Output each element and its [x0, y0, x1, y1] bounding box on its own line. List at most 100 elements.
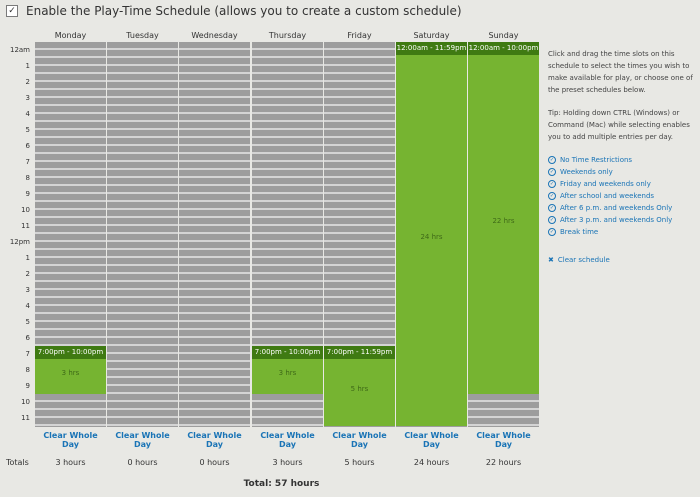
- day-total-wednesday: 0 hours: [199, 458, 230, 467]
- day-column-saturday[interactable]: 12:00am - 11:59pm 24 hrs: [396, 42, 467, 427]
- clear-day-link-saturday[interactable]: Clear Whole Day: [404, 431, 459, 449]
- clear-x-icon: ✖: [548, 256, 554, 264]
- time-block[interactable]: 12:00am - 11:59pm 24 hrs: [396, 42, 467, 426]
- hour-label: 12pm: [9, 238, 30, 246]
- hour-label: 5: [25, 318, 30, 326]
- tip-text: Tip: Holding down CTRL (Windows) or Comm…: [548, 109, 690, 141]
- time-block[interactable]: 12:00am - 10:00pm 22 hrs: [468, 42, 539, 394]
- hour-label: 3: [25, 286, 30, 294]
- hour-label: 5: [25, 126, 30, 134]
- preset-check-icon: ✓: [548, 228, 556, 236]
- time-block-range: 12:00am - 11:59pm: [396, 42, 467, 55]
- preset-label: Friday and weekends only: [560, 180, 651, 188]
- clear-day-link-monday[interactable]: Clear Whole Day: [43, 431, 98, 449]
- preset-label: Break time: [560, 228, 599, 236]
- day-total-friday: 5 hours: [344, 458, 375, 467]
- hour-label: 9: [25, 190, 30, 198]
- time-block-range: 7:00pm - 11:59pm: [324, 346, 395, 359]
- hour-label: 1: [25, 62, 30, 70]
- time-block-hours: 22 hrs: [492, 217, 515, 225]
- day-column-sunday[interactable]: 12:00am - 10:00pm 22 hrs: [468, 42, 539, 427]
- time-block-range: 7:00pm - 10:00pm: [35, 346, 106, 359]
- time-block[interactable]: 7:00pm - 10:00pm 3 hrs: [252, 346, 323, 394]
- preset-check-icon: ✓: [548, 192, 556, 200]
- time-block-hours: 5 hrs: [350, 385, 369, 393]
- hour-label: 4: [25, 302, 30, 310]
- hour-label: 10: [21, 398, 30, 406]
- preset-label: After 3 p.m. and weekends Only: [560, 216, 673, 224]
- preset-check-icon: ✓: [548, 216, 556, 224]
- enable-schedule-checkbox[interactable]: ✓: [6, 5, 18, 17]
- day-total-thursday: 3 hours: [272, 458, 303, 467]
- day-header-monday: Monday: [54, 31, 87, 40]
- day-header-thursday: Thursday: [268, 31, 307, 40]
- time-block-hours: 3 hrs: [278, 369, 297, 377]
- hour-label: 10: [21, 206, 30, 214]
- clear-day-link-sunday[interactable]: Clear Whole Day: [476, 431, 531, 449]
- hour-label: 11: [21, 414, 30, 422]
- hour-label: 2: [25, 78, 30, 86]
- preset-list: ✓ No Time Restrictions ✓ Weekends only ✓ Frid…: [548, 154, 696, 238]
- preset-link[interactable]: ✓ Break time: [548, 226, 696, 238]
- day-total-monday: 3 hours: [55, 458, 86, 467]
- day-total-tuesday: 0 hours: [127, 458, 158, 467]
- hour-label: 6: [25, 334, 30, 342]
- info-panel: Click and drag the time slots on this sc…: [548, 48, 696, 266]
- preset-link[interactable]: ✓ After 6 p.m. and weekends Only: [548, 202, 696, 214]
- clear-day-link-friday[interactable]: Clear Whole Day: [332, 431, 387, 449]
- time-block[interactable]: 7:00pm - 10:00pm 3 hrs: [35, 346, 106, 394]
- time-block-range: 12:00am - 10:00pm: [468, 42, 539, 55]
- hour-label: 7: [25, 158, 30, 166]
- preset-link[interactable]: ✓ After 3 p.m. and weekends Only: [548, 214, 696, 226]
- grand-total: Total: 57 hours: [243, 479, 320, 489]
- preset-label: After 6 p.m. and weekends Only: [560, 204, 673, 212]
- preset-link[interactable]: ✓ No Time Restrictions: [548, 154, 696, 166]
- time-block-hours: 3 hrs: [61, 369, 80, 377]
- preset-check-icon: ✓: [548, 156, 556, 164]
- time-block[interactable]: 7:00pm - 11:59pm 5 hrs: [324, 346, 395, 426]
- day-total-sunday: 22 hours: [485, 458, 522, 467]
- hour-label: 9: [25, 382, 30, 390]
- preset-link[interactable]: ✓ Weekends only: [548, 166, 696, 178]
- preset-link[interactable]: ✓ Friday and weekends only: [548, 178, 696, 190]
- hour-label: 12am: [9, 46, 30, 54]
- clear-day-link-wednesday[interactable]: Clear Whole Day: [187, 431, 242, 449]
- day-header-wednesday: Wednesday: [191, 31, 238, 40]
- instructions-text: Click and drag the time slots on this sc…: [548, 50, 693, 94]
- enable-schedule-label: Enable the Play-Time Schedule (allows yo…: [26, 4, 462, 18]
- hour-label: 11: [21, 222, 30, 230]
- hour-label: 6: [25, 142, 30, 150]
- day-column-friday[interactable]: 7:00pm - 11:59pm 5 hrs: [324, 42, 395, 427]
- hour-label: 2: [25, 270, 30, 278]
- preset-label: Weekends only: [560, 168, 613, 176]
- hour-label: 7: [25, 350, 30, 358]
- clear-schedule-label: Clear schedule: [557, 256, 610, 264]
- hour-label: 3: [25, 94, 30, 102]
- day-header-friday: Friday: [347, 31, 372, 40]
- day-header-tuesday: Tuesday: [126, 31, 159, 40]
- hour-label: 8: [25, 174, 30, 182]
- time-block-hours: 24 hrs: [420, 233, 443, 241]
- hour-label: 4: [25, 110, 30, 118]
- preset-label: After school and weekends: [560, 192, 655, 200]
- preset-link[interactable]: ✓ After school and weekends: [548, 190, 696, 202]
- totals-label: Totals: [6, 458, 29, 467]
- day-column-wednesday[interactable]: [179, 42, 250, 427]
- day-total-saturday: 24 hours: [413, 458, 450, 467]
- clear-day-link-thursday[interactable]: Clear Whole Day: [260, 431, 315, 449]
- preset-check-icon: ✓: [548, 168, 556, 176]
- clear-day-link-tuesday[interactable]: Clear Whole Day: [115, 431, 170, 449]
- day-column-thursday[interactable]: 7:00pm - 10:00pm 3 hrs: [252, 42, 323, 427]
- preset-label: No Time Restrictions: [560, 156, 633, 164]
- day-column-monday[interactable]: 7:00pm - 10:00pm 3 hrs: [35, 42, 106, 427]
- day-header-saturday: Saturday: [413, 31, 450, 40]
- time-block-range: 7:00pm - 10:00pm: [252, 346, 323, 359]
- hour-label: 8: [25, 366, 30, 374]
- day-header-sunday: Sunday: [488, 31, 519, 40]
- hour-label: 1: [25, 254, 30, 262]
- enable-schedule-row[interactable]: ✓ Enable the Play-Time Schedule (allows …: [6, 3, 462, 19]
- preset-check-icon: ✓: [548, 204, 556, 212]
- clear-schedule-link[interactable]: ✖ Clear schedule: [548, 254, 696, 266]
- day-column-tuesday[interactable]: [107, 42, 178, 427]
- preset-check-icon: ✓: [548, 180, 556, 188]
